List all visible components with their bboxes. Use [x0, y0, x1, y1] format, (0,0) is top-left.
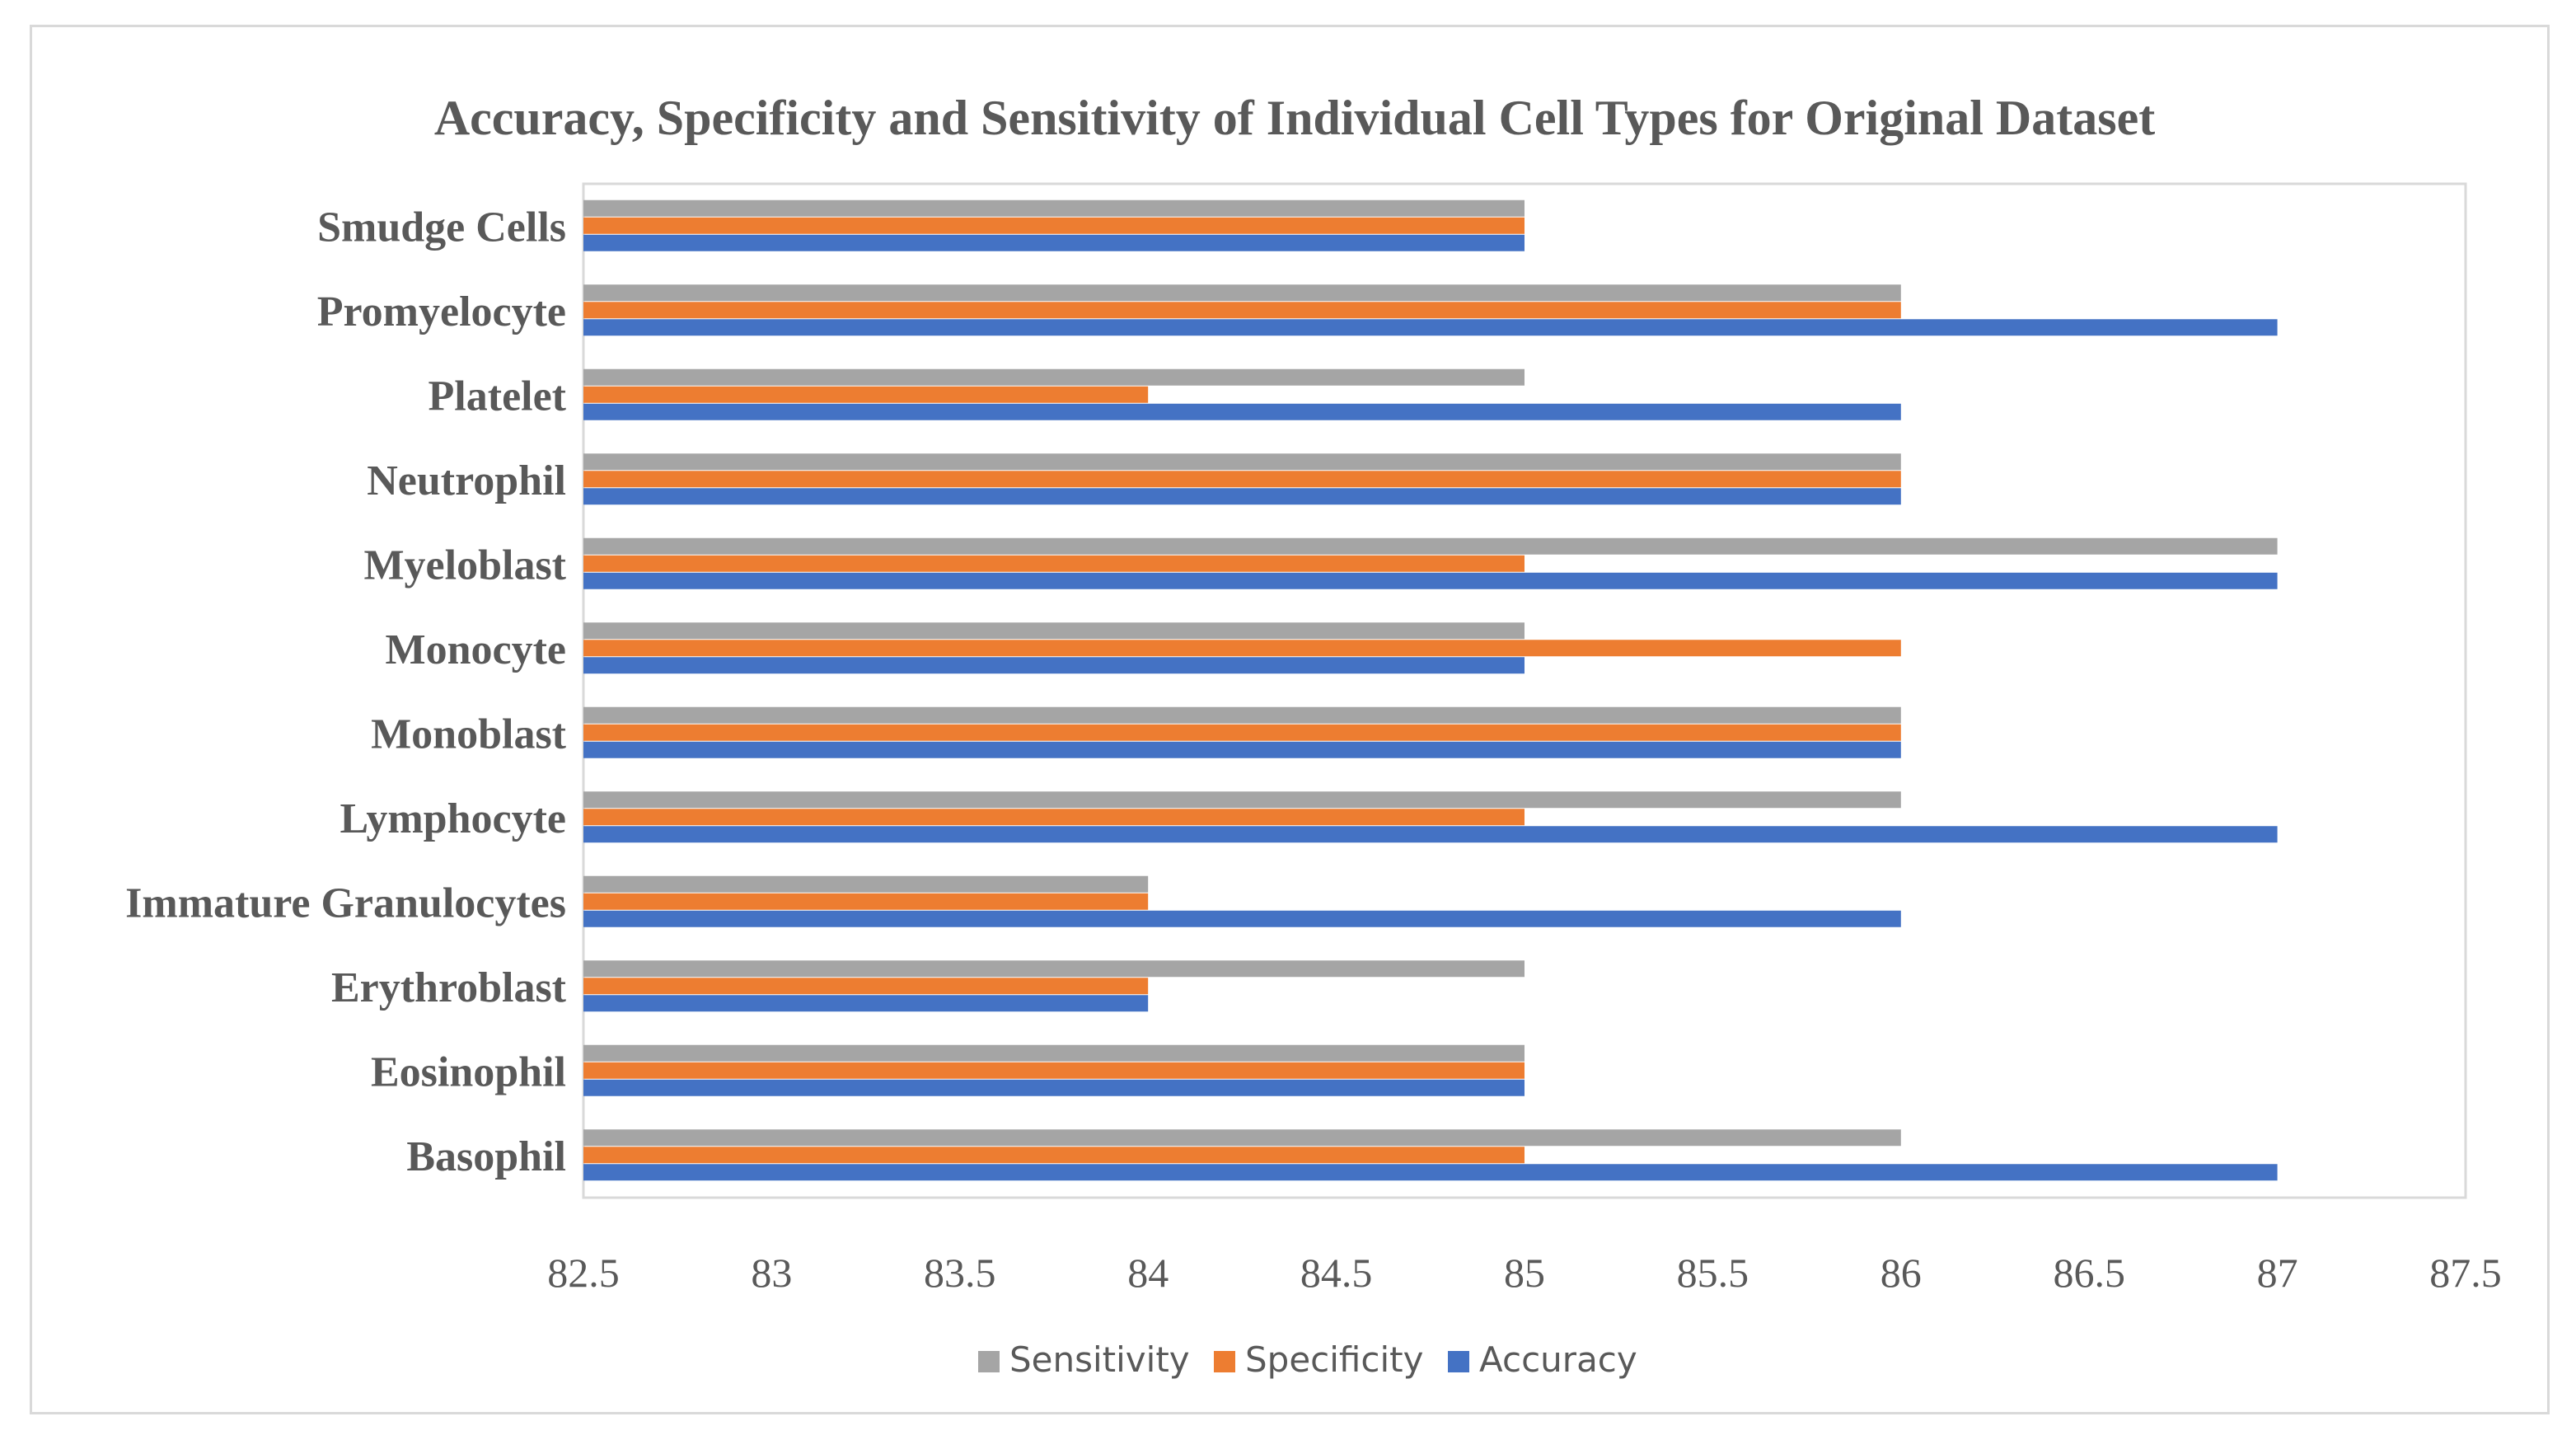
bar-specificity-immature-granulocytes	[583, 893, 1149, 910]
bar-accuracy-neutrophil	[583, 488, 1901, 505]
bar-sensitivity-lymphocyte	[583, 791, 1901, 809]
x-tick-label: 87.5	[2429, 1250, 2502, 1296]
category-label-basophil: Basophil	[406, 1133, 566, 1180]
bar-accuracy-smudge-cells	[583, 234, 1525, 251]
legend-label-specificity: Specificity	[1245, 1339, 1423, 1380]
legend-label-sensitivity: Sensitivity	[1009, 1339, 1190, 1380]
bar-chart: Accuracy, Specificity and Sensitivity of…	[125, 91, 2502, 1380]
bar-sensitivity-myeloblast	[583, 537, 2278, 555]
bar-sensitivity-erythroblast	[583, 960, 1525, 978]
bar-sensitivity-basophil	[583, 1129, 1901, 1147]
x-tick-label: 86.5	[2053, 1250, 2125, 1296]
bar-specificity-lymphocyte	[583, 809, 1525, 826]
x-tick-label: 84	[1127, 1250, 1169, 1296]
x-tick-label: 87	[2257, 1250, 2298, 1296]
bar-specificity-basophil	[583, 1147, 1525, 1164]
bar-accuracy-basophil	[583, 1164, 2278, 1181]
category-label-lymphocyte: Lymphocyte	[340, 795, 566, 842]
category-label-platelet: Platelet	[429, 373, 567, 420]
bar-sensitivity-immature-granulocytes	[583, 875, 1149, 893]
category-label-immature-granulocytes: Immature Granulocytes	[125, 879, 566, 926]
bar-accuracy-myeloblast	[583, 572, 2278, 589]
category-label-promyelocyte: Promyelocyte	[317, 288, 566, 335]
bar-sensitivity-platelet	[583, 368, 1525, 386]
bar-sensitivity-eosinophil	[583, 1044, 1525, 1062]
bar-specificity-neutrophil	[583, 471, 1901, 488]
category-label-monocyte: Monocyte	[386, 626, 566, 673]
bar-specificity-myeloblast	[583, 555, 1525, 572]
bar-specificity-platelet	[583, 386, 1149, 403]
category-label-smudge-cells: Smudge Cells	[317, 204, 566, 251]
bar-accuracy-promyelocyte	[583, 319, 2278, 336]
bar-specificity-monocyte	[583, 640, 1901, 657]
x-tick-label: 83.5	[924, 1250, 996, 1296]
bar-accuracy-eosinophil	[583, 1079, 1525, 1096]
category-label-erythroblast: Erythroblast	[331, 964, 567, 1011]
bar-accuracy-monoblast	[583, 741, 1901, 758]
legend-swatch-sensitivity	[978, 1351, 1000, 1372]
category-label-monoblast: Monoblast	[371, 711, 567, 757]
legend-swatch-accuracy	[1448, 1351, 1469, 1372]
bar-sensitivity-smudge-cells	[583, 199, 1525, 217]
x-tick-label: 86	[1880, 1250, 1922, 1296]
bar-accuracy-immature-granulocytes	[583, 910, 1901, 927]
x-tick-label: 84.5	[1300, 1250, 1373, 1296]
x-tick-label: 85	[1504, 1250, 1545, 1296]
bar-specificity-smudge-cells	[583, 217, 1525, 234]
bar-accuracy-lymphocyte	[583, 826, 2278, 843]
bar-sensitivity-promyelocyte	[583, 284, 1901, 302]
bar-accuracy-monocyte	[583, 657, 1525, 674]
plot-area	[582, 182, 2467, 1199]
category-label-neutrophil: Neutrophil	[367, 457, 566, 504]
bar-sensitivity-neutrophil	[583, 453, 1901, 471]
category-label-myeloblast: Myeloblast	[363, 542, 566, 589]
bar-accuracy-platelet	[583, 403, 1901, 420]
chart-title: Accuracy, Specificity and Sensitivity of…	[434, 91, 2155, 145]
legend-swatch-specificity	[1214, 1351, 1235, 1372]
bar-specificity-promyelocyte	[583, 302, 1901, 319]
chart-frame: Accuracy, Specificity and Sensitivity of…	[30, 25, 2550, 1414]
x-tick-label: 82.5	[547, 1250, 620, 1296]
x-tick-label: 83	[751, 1250, 792, 1296]
legend-label-accuracy: Accuracy	[1479, 1339, 1637, 1380]
bar-accuracy-erythroblast	[583, 995, 1149, 1012]
bar-specificity-eosinophil	[583, 1062, 1525, 1079]
bar-sensitivity-monocyte	[583, 622, 1525, 640]
bar-specificity-monoblast	[583, 724, 1901, 741]
x-tick-label: 85.5	[1677, 1250, 1749, 1296]
bar-specificity-erythroblast	[583, 978, 1149, 995]
category-label-eosinophil: Eosinophil	[371, 1048, 566, 1095]
bar-sensitivity-monoblast	[583, 706, 1901, 724]
